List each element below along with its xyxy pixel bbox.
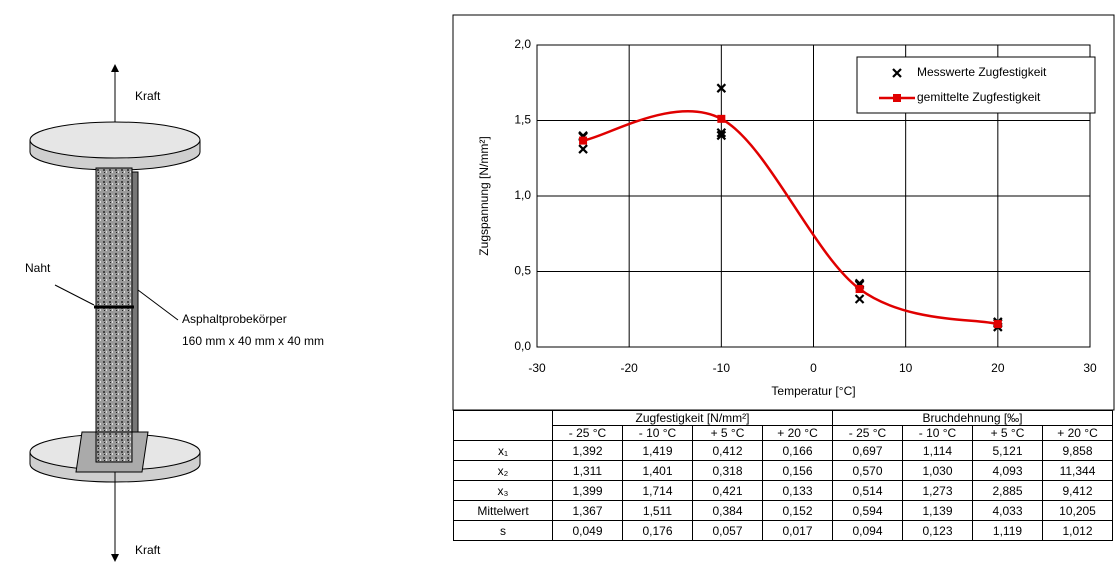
table-cell <box>454 411 553 441</box>
table-cell: x₁ <box>454 441 553 461</box>
page: Kraft Kraft Naht Asphaltprobekörper 160 … <box>0 0 1115 566</box>
table-cell: 0,570 <box>833 461 903 481</box>
table-cell: 1,030 <box>903 461 973 481</box>
seam-label: Naht <box>25 261 51 275</box>
table-cell: 9,412 <box>1043 481 1113 501</box>
table-cell: + 20 °C <box>763 426 833 441</box>
specimen <box>96 432 132 462</box>
table-cell: 4,033 <box>973 501 1043 521</box>
y-tick-label: 0,0 <box>514 339 531 353</box>
mean-point <box>579 137 587 145</box>
table-cell: 0,133 <box>763 481 833 501</box>
table-cell: 0,166 <box>763 441 833 461</box>
table-cell: + 5 °C <box>693 426 763 441</box>
force-label: Kraft <box>135 89 161 103</box>
legend-label: Messwerte Zugfestigkeit <box>917 65 1047 79</box>
table-cell: 0,123 <box>903 521 973 541</box>
specimen-dimensions: 160 mm x 40 mm x 40 mm <box>182 334 324 348</box>
chart: -30 -20 -10 0 10 20 30 0,0 0,5 1,0 1,5 2,0 Temperatu… <box>477 37 1097 398</box>
table-cell: 1,419 <box>623 441 693 461</box>
table-cell: s <box>454 521 553 541</box>
x-tick-label: -30 <box>528 361 546 375</box>
table-cell: 1,311 <box>553 461 623 481</box>
table-cell: 1,012 <box>1043 521 1113 541</box>
table-cell: 0,094 <box>833 521 903 541</box>
table-cell: 1,511 <box>623 501 693 521</box>
legend-label: gemittelte Zugfestigkeit <box>917 90 1041 104</box>
table-cell: 0,412 <box>693 441 763 461</box>
mean-point <box>856 285 864 293</box>
table-cell: + 20 °C <box>1043 426 1113 441</box>
table-cell: 1,401 <box>623 461 693 481</box>
table-cell: 1,139 <box>903 501 973 521</box>
specimen-label: Asphaltprobekörper <box>182 312 287 326</box>
specimen <box>96 168 132 440</box>
y-tick-label: 1,0 <box>514 188 531 202</box>
table-cell: Bruchdehnung [‰] <box>833 411 1113 426</box>
table-cell: 0,152 <box>763 501 833 521</box>
table-cell: 0,594 <box>833 501 903 521</box>
table-cell: 1,714 <box>623 481 693 501</box>
table-cell: 10,205 <box>1043 501 1113 521</box>
seam-pointer <box>55 285 94 305</box>
x-axis-label: Temperatur [°C] <box>771 384 855 398</box>
table-cell: Zugfestigkeit [N/mm²] <box>553 411 833 426</box>
table-cell: 1,119 <box>973 521 1043 541</box>
x-tick-label: 0 <box>810 361 817 375</box>
table-cell: 2,885 <box>973 481 1043 501</box>
table-row: - 25 °C- 10 °C+ 5 °C+ 20 °C- 25 °C- 10 °… <box>454 426 1113 441</box>
table-cell: + 5 °C <box>973 426 1043 441</box>
table-row: Zugfestigkeit [N/mm²]Bruchdehnung [‰] <box>454 411 1113 426</box>
table-cell: 0,017 <box>763 521 833 541</box>
force-label: Kraft <box>135 543 161 557</box>
y-axis-label: Zugspannung [N/mm²] <box>477 136 491 255</box>
x-tick-label: -10 <box>713 361 731 375</box>
results-table: Zugfestigkeit [N/mm²]Bruchdehnung [‰]- 2… <box>453 410 1113 541</box>
x-tick-label: 30 <box>1083 361 1097 375</box>
table-cell: - 25 °C <box>833 426 903 441</box>
table-cell: 1,114 <box>903 441 973 461</box>
table-cell: - 10 °C <box>903 426 973 441</box>
table-cell: 0,176 <box>623 521 693 541</box>
table-cell: 0,421 <box>693 481 763 501</box>
top-plate <box>30 122 200 158</box>
table-cell: 1,273 <box>903 481 973 501</box>
mean-point <box>717 115 725 123</box>
table-cell: 0,384 <box>693 501 763 521</box>
table-cell: 0,318 <box>693 461 763 481</box>
table-cell: x₃ <box>454 481 553 501</box>
y-tick-label: 0,5 <box>514 264 531 278</box>
table-cell: 0,057 <box>693 521 763 541</box>
x-tick-label: 10 <box>899 361 913 375</box>
table-cell: Mittelwert <box>454 501 553 521</box>
table-cell: x₂ <box>454 461 553 481</box>
y-tick-label: 2,0 <box>514 37 531 51</box>
x-tick-label: -20 <box>620 361 638 375</box>
table-cell: - 10 °C <box>623 426 693 441</box>
table-cell: - 25 °C <box>553 426 623 441</box>
table-cell: 0,697 <box>833 441 903 461</box>
table-cell: 5,121 <box>973 441 1043 461</box>
specimen-pointer <box>138 290 178 320</box>
table-cell: 1,399 <box>553 481 623 501</box>
legend-marker <box>893 94 901 102</box>
mean-point <box>994 320 1002 328</box>
table-cell: 0,514 <box>833 481 903 501</box>
table-cell: 4,093 <box>973 461 1043 481</box>
table-cell: 9,858 <box>1043 441 1113 461</box>
x-tick-label: 20 <box>991 361 1005 375</box>
specimen-diagram: Kraft Kraft Naht Asphaltprobekörper 160 … <box>25 68 324 558</box>
table-cell: 0,156 <box>763 461 833 481</box>
table-cell: 1,367 <box>553 501 623 521</box>
table-cell: 11,344 <box>1043 461 1113 481</box>
table-cell: 0,049 <box>553 521 623 541</box>
y-tick-label: 1,5 <box>514 113 531 127</box>
table-cell: 1,392 <box>553 441 623 461</box>
